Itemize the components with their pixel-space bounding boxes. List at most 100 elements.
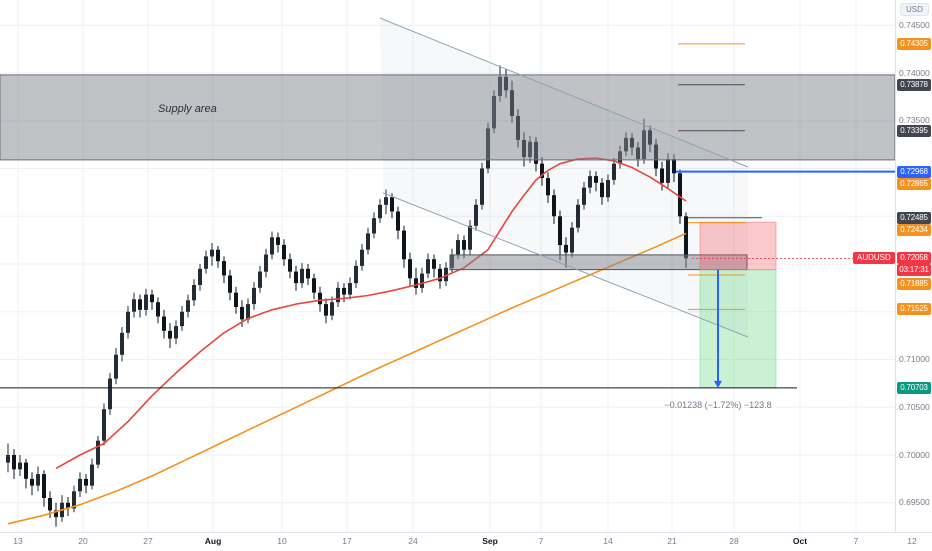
candle-body xyxy=(366,233,370,250)
candle-body xyxy=(78,478,82,492)
candle-body xyxy=(258,271,262,288)
candle-body xyxy=(444,267,448,282)
price-badge: 0.73878 xyxy=(897,79,931,91)
candle-body xyxy=(216,249,220,262)
time-tick-label: 21 xyxy=(667,536,677,546)
candle-body xyxy=(114,354,118,379)
candle-body xyxy=(600,182,604,198)
price-scale-currency-button[interactable]: USD xyxy=(900,3,929,16)
time-tick-label: Oct xyxy=(792,536,808,546)
candle-body xyxy=(168,330,172,339)
candle-body xyxy=(18,462,22,470)
candle-body xyxy=(462,240,466,250)
price-badge: 0.70703 xyxy=(897,382,931,394)
candle-body xyxy=(120,332,124,355)
candle-body xyxy=(96,440,100,465)
candle-body xyxy=(666,159,670,183)
candle-body xyxy=(312,278,316,293)
time-tick-label: 12 xyxy=(907,536,917,546)
candle-body xyxy=(324,304,328,316)
time-tick-label: 24 xyxy=(408,536,418,546)
candle-body xyxy=(342,287,346,295)
price-tick-label: 0.73500 xyxy=(899,115,930,125)
candle-body xyxy=(336,287,340,303)
time-tick-label: Aug xyxy=(204,536,222,546)
candle-body xyxy=(672,159,676,174)
candle-body xyxy=(282,244,286,260)
candle-body xyxy=(564,244,568,253)
candle-body xyxy=(546,178,550,196)
candle-body xyxy=(294,271,298,284)
candle-body xyxy=(468,225,472,250)
candle-body xyxy=(432,259,436,269)
time-tick-label: 14 xyxy=(603,536,613,546)
price-badge: 0.72865 xyxy=(897,178,931,190)
candle-body xyxy=(210,249,214,257)
price-tick-label: 0.74000 xyxy=(899,68,930,78)
candle-body xyxy=(90,464,94,486)
candle-body xyxy=(354,265,358,284)
candle-body xyxy=(198,268,202,285)
entry-zone-box[interactable] xyxy=(449,254,748,271)
price-tick-label: 0.69500 xyxy=(899,497,930,507)
candle-body xyxy=(588,176,592,188)
time-tick-label: 20 xyxy=(78,536,88,546)
candle-body xyxy=(348,283,352,295)
short-reward-zone[interactable] xyxy=(699,269,777,389)
candle-body xyxy=(378,204,382,219)
candle-body xyxy=(552,195,556,217)
candle-body xyxy=(570,227,574,253)
candlestick-canvas[interactable] xyxy=(0,0,895,532)
candle-body xyxy=(270,237,274,255)
channel-fill xyxy=(380,17,748,337)
candle-body xyxy=(246,304,250,320)
candle-body xyxy=(138,299,142,310)
candle-body xyxy=(300,268,304,284)
descending-trendline-1[interactable] xyxy=(379,17,749,168)
candle-body xyxy=(396,211,400,231)
candle-body xyxy=(186,300,190,312)
descending-trendline-2[interactable] xyxy=(382,192,749,338)
candle-body xyxy=(288,259,292,272)
candle-body xyxy=(228,275,232,293)
time-axis[interactable]: 13 20 27 Aug 10 17 24 Sep 7 14 21 28 Oct 7 12 xyxy=(0,532,932,551)
candle-body xyxy=(582,187,586,205)
candle-body xyxy=(108,378,112,410)
candle-body xyxy=(234,292,238,307)
candle-body xyxy=(162,316,166,331)
candle-body xyxy=(306,268,310,279)
orange-moving-average[interactable] xyxy=(7,232,687,525)
candle-body xyxy=(456,240,460,255)
projection-arrow-head[interactable] xyxy=(714,380,722,388)
price-chart-pane[interactable]: Supply area −0.01238 (−1.72%) −123.8 AUD… xyxy=(0,0,895,532)
supply-area-zone[interactable] xyxy=(0,74,895,161)
price-badge: 0.73395 xyxy=(897,125,931,137)
candle-body xyxy=(264,254,268,272)
candle-body xyxy=(480,168,484,205)
price-badge: 0.72968 xyxy=(897,166,931,178)
price-badge: 0.72485 xyxy=(897,212,931,224)
candle-body xyxy=(6,455,10,463)
candle-body xyxy=(426,259,430,274)
price-axis[interactable]: USD 0.74500 0.74000 0.73500 0.71000 0.70500 0… xyxy=(895,0,932,532)
candle-body xyxy=(36,474,40,486)
candle-body xyxy=(24,462,28,479)
candle-body xyxy=(174,326,178,339)
candle-body xyxy=(318,292,322,305)
time-tick-label: 13 xyxy=(13,536,23,546)
short-risk-zone[interactable] xyxy=(699,221,777,271)
candle-body xyxy=(240,307,244,320)
candle-body xyxy=(126,311,130,333)
price-tick-label: 0.71000 xyxy=(899,354,930,364)
time-tick-label: 7 xyxy=(853,536,859,546)
candle-body xyxy=(576,204,580,228)
time-tick-label: 10 xyxy=(277,536,287,546)
time-tick-label: 28 xyxy=(729,536,739,546)
candle-body xyxy=(420,273,424,288)
price-badge: 0.71525 xyxy=(897,303,931,315)
price-badge: 0.72058 xyxy=(897,252,931,264)
candle-body xyxy=(84,478,88,486)
price-badge: 0.72434 xyxy=(897,224,931,236)
candle-body xyxy=(180,311,184,327)
price-badge: 0.74305 xyxy=(897,38,931,50)
